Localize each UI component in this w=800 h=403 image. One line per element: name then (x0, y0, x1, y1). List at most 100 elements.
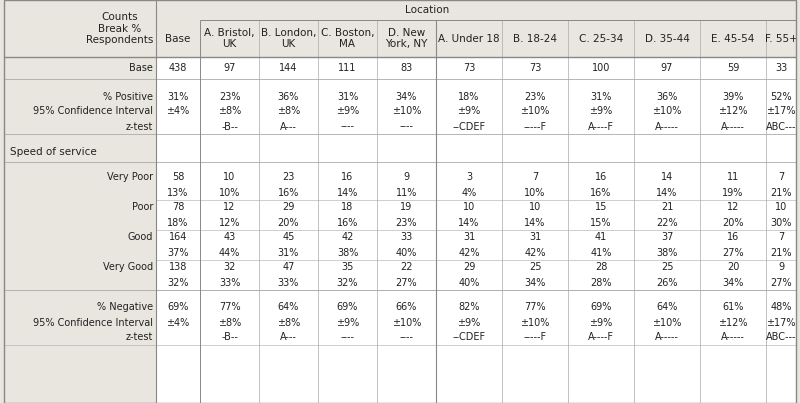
Text: 33: 33 (775, 63, 787, 73)
Text: 31%: 31% (590, 91, 612, 102)
Text: 64%: 64% (656, 303, 678, 312)
Text: ±9%: ±9% (336, 318, 359, 328)
Text: B. 18-24: B. 18-24 (513, 33, 557, 44)
Text: 41: 41 (595, 233, 607, 243)
Text: ±10%: ±10% (392, 106, 421, 116)
Text: Speed of service: Speed of service (10, 147, 97, 157)
Text: ----: ---- (341, 332, 354, 343)
Text: 4%: 4% (462, 187, 477, 197)
Bar (4, 0, 156, 403)
Text: 32%: 32% (167, 278, 189, 287)
Text: A-----: A----- (721, 121, 745, 131)
Text: 20: 20 (727, 262, 739, 272)
Text: 12: 12 (223, 202, 236, 212)
Text: Base: Base (166, 33, 190, 44)
Text: 138: 138 (169, 262, 187, 272)
Text: 21%: 21% (770, 247, 792, 258)
Text: ±9%: ±9% (336, 106, 359, 116)
Text: 15: 15 (595, 202, 607, 212)
Text: 111: 111 (338, 63, 357, 73)
Text: 438: 438 (169, 63, 187, 73)
Text: 14%: 14% (337, 187, 358, 197)
Text: ±10%: ±10% (520, 318, 550, 328)
Text: 36%: 36% (656, 91, 678, 102)
Text: 45: 45 (282, 233, 294, 243)
Text: C. 25-34: C. 25-34 (579, 33, 623, 44)
Text: 69%: 69% (167, 303, 189, 312)
Text: 12%: 12% (218, 218, 240, 228)
Text: 31%: 31% (278, 247, 299, 258)
Text: 52%: 52% (770, 91, 792, 102)
Text: 10: 10 (463, 202, 475, 212)
Text: 16: 16 (342, 172, 354, 183)
Text: ±9%: ±9% (458, 318, 481, 328)
Text: 14%: 14% (524, 218, 546, 228)
Text: ±4%: ±4% (166, 106, 190, 116)
Text: A. Under 18: A. Under 18 (438, 33, 500, 44)
Text: 34%: 34% (524, 278, 546, 287)
Text: ABC---: ABC--- (766, 332, 796, 343)
Text: 19: 19 (400, 202, 413, 212)
Text: 83: 83 (400, 63, 413, 73)
Text: ±12%: ±12% (718, 318, 748, 328)
Text: ±8%: ±8% (218, 318, 241, 328)
Text: ±10%: ±10% (652, 318, 682, 328)
Text: 42: 42 (342, 233, 354, 243)
Text: Base: Base (129, 63, 153, 73)
Text: 34%: 34% (722, 278, 744, 287)
Text: 29: 29 (282, 202, 294, 212)
Text: 78: 78 (172, 202, 184, 212)
Text: --CDEF: --CDEF (453, 332, 486, 343)
Text: E. 45-54: E. 45-54 (711, 33, 754, 44)
Text: 28: 28 (595, 262, 607, 272)
Text: A---: A--- (280, 332, 297, 343)
Text: A---: A--- (280, 121, 297, 131)
Text: A-----: A----- (721, 332, 745, 343)
Text: 69%: 69% (337, 303, 358, 312)
Text: 7: 7 (532, 172, 538, 183)
Text: 18: 18 (342, 202, 354, 212)
Text: ----: ---- (399, 332, 414, 343)
Text: A. Bristol,
UK: A. Bristol, UK (204, 28, 254, 49)
Text: Good: Good (128, 233, 153, 243)
Text: 9: 9 (403, 172, 410, 183)
Bar (4, 0, 796, 57)
Text: 30%: 30% (770, 218, 792, 228)
Text: 31: 31 (463, 233, 475, 243)
Text: 23%: 23% (218, 91, 240, 102)
Text: 59: 59 (727, 63, 739, 73)
Text: ±9%: ±9% (590, 106, 613, 116)
Text: 28%: 28% (590, 278, 612, 287)
Text: 18%: 18% (458, 91, 480, 102)
Text: C. Boston,
MA: C. Boston, MA (321, 28, 374, 49)
Text: 42%: 42% (524, 247, 546, 258)
Text: 15%: 15% (590, 218, 612, 228)
Text: 20%: 20% (722, 218, 744, 228)
Text: ABC---: ABC--- (766, 121, 796, 131)
Text: 58: 58 (172, 172, 184, 183)
Text: z-test: z-test (126, 332, 153, 343)
Text: D. 35-44: D. 35-44 (645, 33, 690, 44)
Text: ±8%: ±8% (277, 106, 300, 116)
Text: A-----: A----- (655, 121, 679, 131)
Text: -----F: -----F (523, 121, 546, 131)
Text: 35: 35 (342, 262, 354, 272)
Text: 38%: 38% (337, 247, 358, 258)
Text: 12: 12 (727, 202, 739, 212)
Text: 27%: 27% (770, 278, 792, 287)
Text: 31: 31 (529, 233, 541, 243)
Text: -B--: -B-- (221, 332, 238, 343)
Text: 31%: 31% (337, 91, 358, 102)
Text: ±8%: ±8% (218, 106, 241, 116)
Text: 42%: 42% (458, 247, 480, 258)
Text: ----: ---- (341, 121, 354, 131)
Text: 37: 37 (661, 233, 673, 243)
Text: 10: 10 (775, 202, 787, 212)
Text: 21: 21 (661, 202, 673, 212)
Text: ±9%: ±9% (458, 106, 481, 116)
Text: 25: 25 (661, 262, 674, 272)
Text: 10%: 10% (219, 187, 240, 197)
Text: F. 55+: F. 55+ (765, 33, 798, 44)
Text: 39%: 39% (722, 91, 744, 102)
Text: 33%: 33% (219, 278, 240, 287)
